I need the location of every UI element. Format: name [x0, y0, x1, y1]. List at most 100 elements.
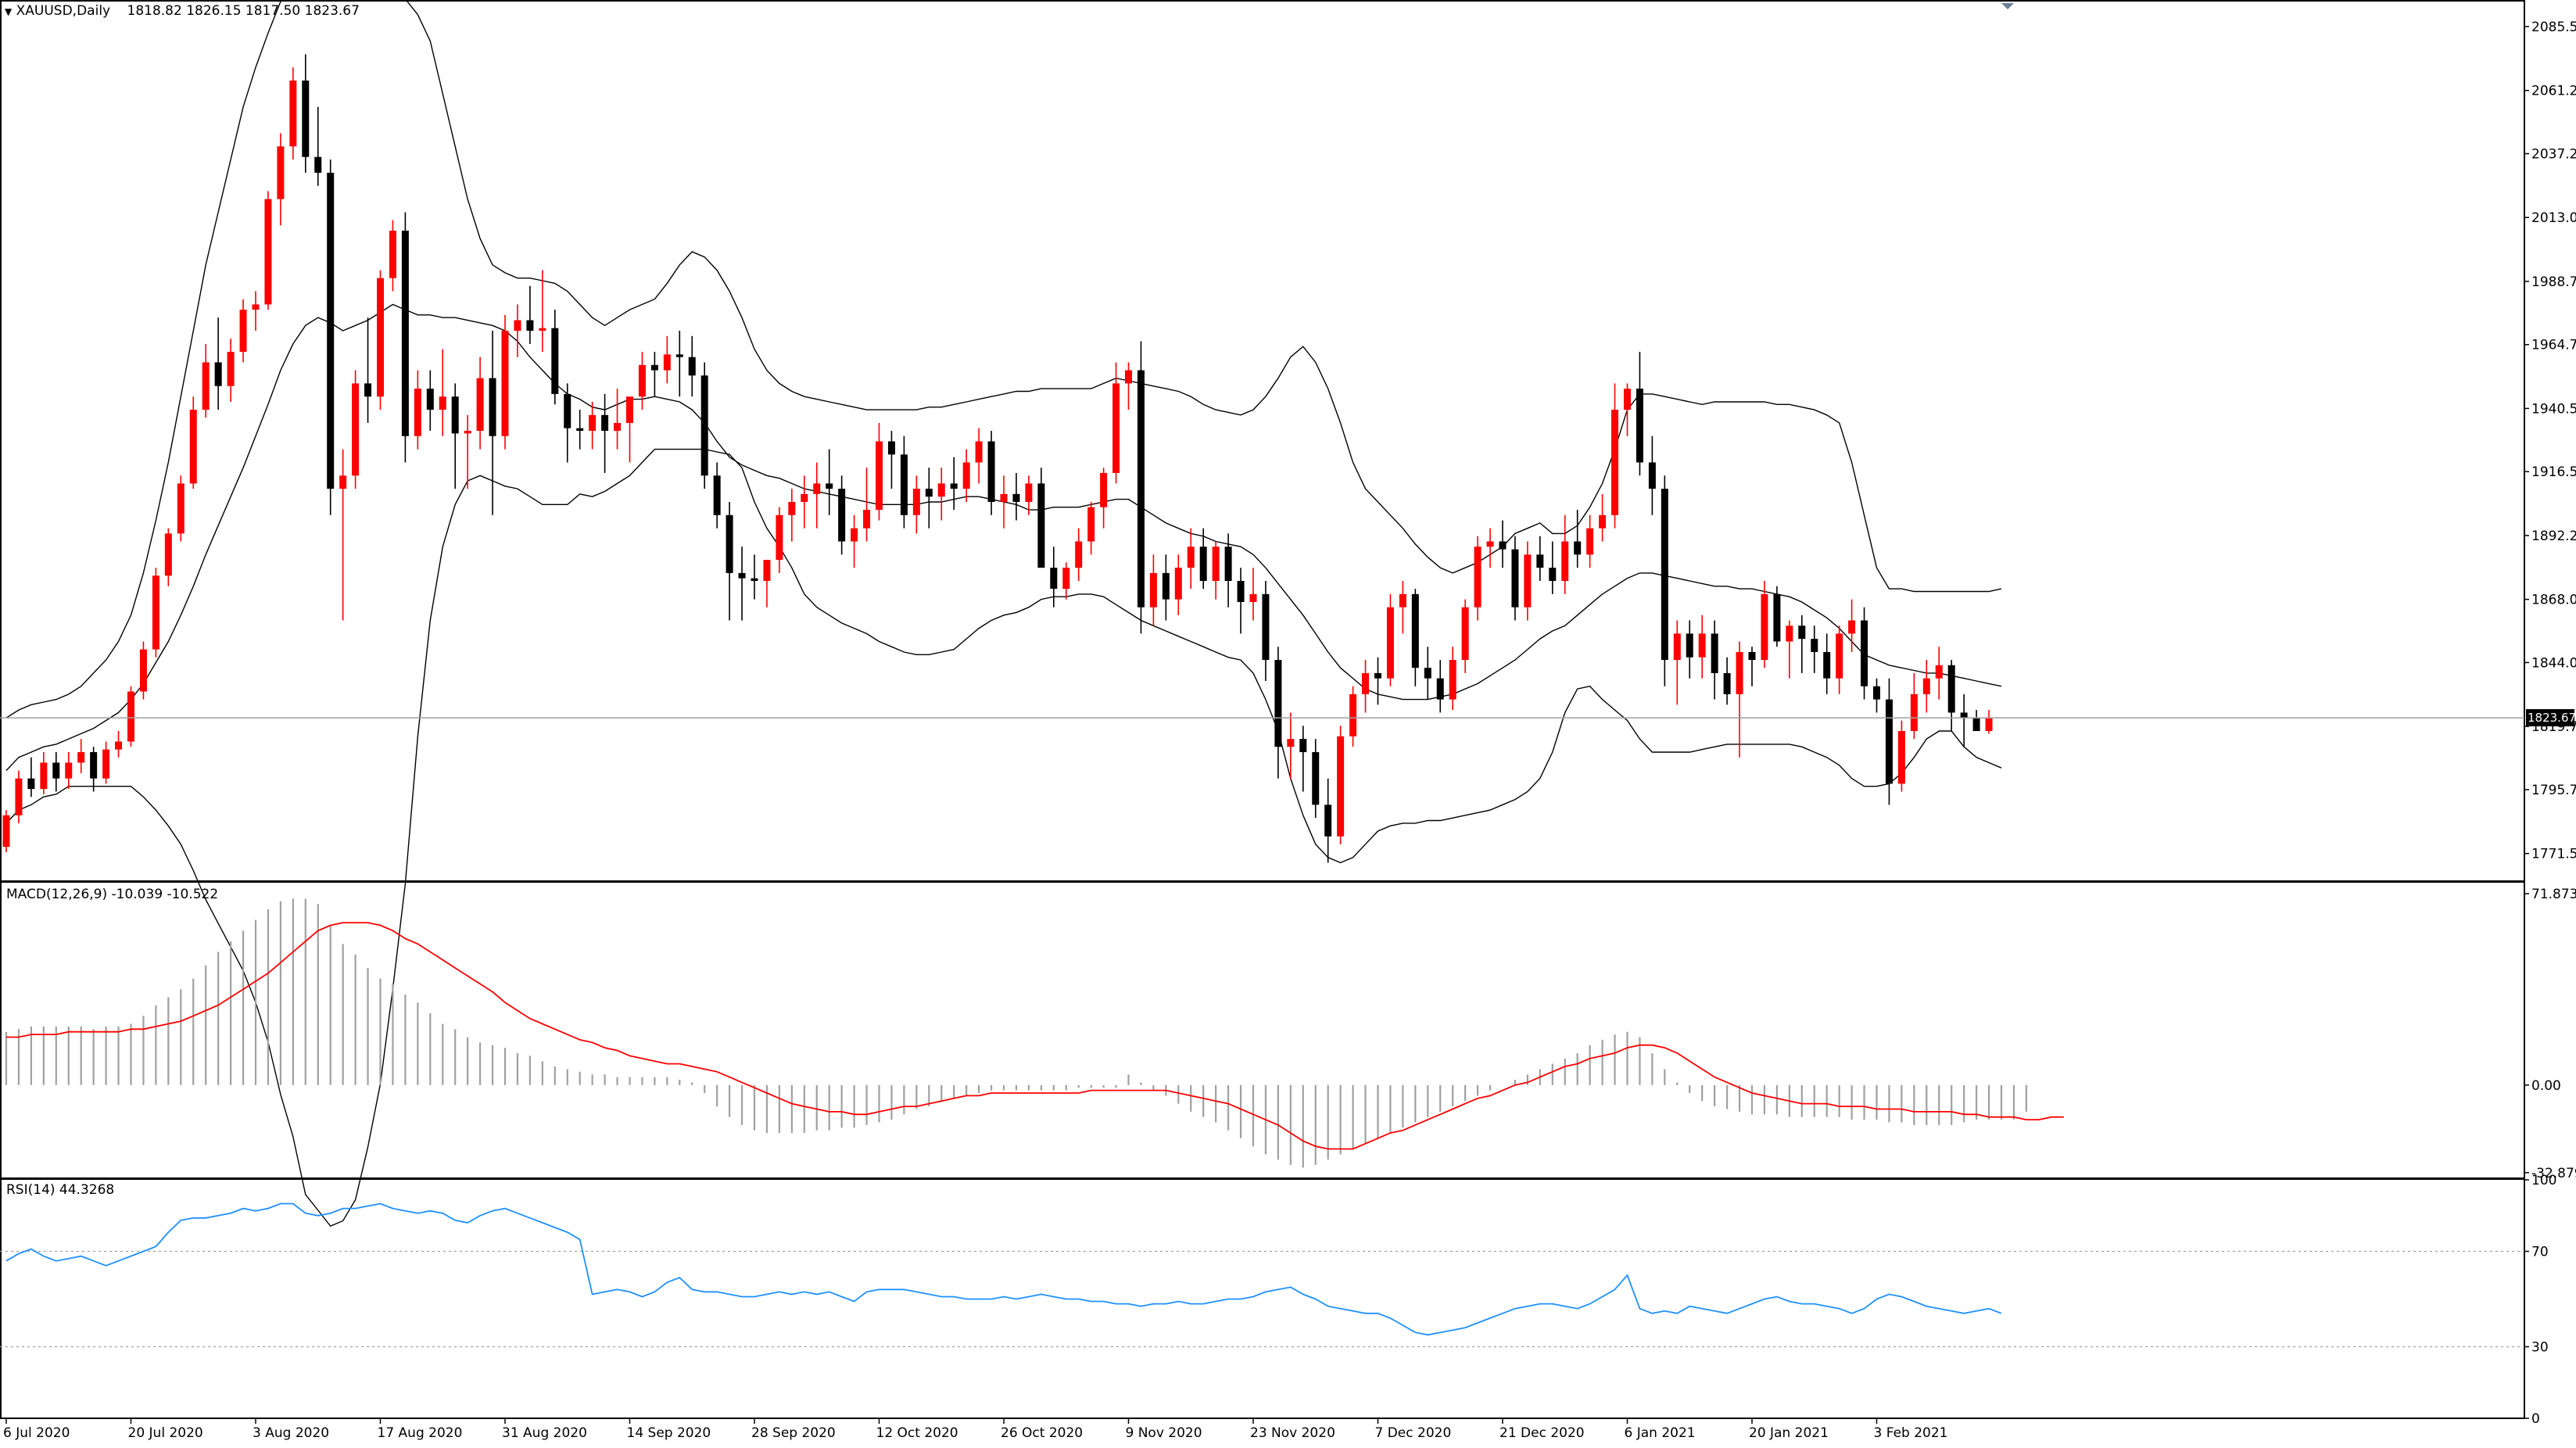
price-tick-label: 2037.25: [2531, 147, 2576, 163]
candle-bull: [414, 389, 421, 436]
price-tick-label: 2013.00: [2531, 210, 2576, 226]
candle-bear: [700, 375, 708, 476]
candle-bear: [1499, 541, 1507, 550]
time-tick-label: 31 Aug 2020: [502, 1425, 587, 1441]
candle-bear: [1574, 541, 1582, 555]
macd-tick-label: 0.00: [2531, 1078, 2561, 1094]
bollinger-upper-line: [5, 0, 2002, 719]
candle-bull: [589, 414, 597, 432]
candle-bull: [1474, 547, 1481, 608]
candle-bull: [227, 351, 235, 386]
candle-bull: [1624, 389, 1631, 410]
candle-bull: [763, 560, 771, 582]
candle-bear: [1511, 549, 1519, 608]
price-tick-label: 1795.75: [2531, 783, 2576, 798]
candle-bull: [65, 762, 73, 779]
candle-bull: [962, 462, 970, 489]
candle-bull: [1125, 370, 1132, 384]
price-tick-label: 1892.25: [2531, 529, 2576, 544]
price-tick-label: 2085.50: [2531, 20, 2576, 35]
candle-bear: [1798, 625, 1806, 640]
candle-bull: [1149, 572, 1157, 608]
candle-bull: [1985, 718, 1993, 732]
candle-bull: [127, 691, 134, 742]
candle-bear: [1199, 547, 1207, 582]
candle-bull: [139, 649, 147, 692]
current-price-label: 1823.67: [2528, 711, 2576, 726]
candle-bear: [1686, 633, 1693, 658]
candle-bear: [364, 383, 372, 397]
candle-bear: [426, 389, 434, 410]
candle-bear: [1972, 718, 1980, 732]
time-tick-label: 17 Aug 2020: [378, 1425, 463, 1441]
price-panel-title: ▼ XAUUSD,Daily 1818.82 1826.15 1817.50 1…: [5, 3, 360, 19]
macd-title: MACD(12,26,9) -10.039 -10.522: [6, 887, 219, 902]
candle-bear: [1262, 593, 1270, 661]
current-price-tag: 1823.67: [2526, 709, 2576, 727]
candle-bear: [1711, 633, 1718, 673]
candle-bull: [1561, 541, 1569, 582]
candle-bull: [1786, 625, 1793, 642]
candle-bull: [1461, 607, 1469, 661]
rsi-tick-label: 100: [2531, 1173, 2556, 1188]
candle-bear: [1162, 572, 1170, 600]
candle-bear: [1648, 462, 1656, 489]
candle-bear: [987, 441, 995, 502]
candle-bear: [1312, 751, 1320, 805]
candle-bear: [1436, 678, 1444, 700]
candle-bear: [1324, 805, 1332, 837]
chart-shift-marker-icon[interactable]: [2001, 3, 2014, 9]
candle-bull: [1349, 694, 1357, 737]
candle-bull: [539, 328, 546, 332]
candle-bull: [776, 514, 783, 561]
candle-bull: [514, 320, 521, 332]
time-tick-label: 20 Jul 2020: [128, 1425, 203, 1441]
candle-bear: [1137, 370, 1145, 608]
candle-bull: [1287, 739, 1295, 747]
candle-bear: [314, 156, 322, 173]
candle-bull: [1025, 483, 1033, 502]
rsi-indicator: 100 70 30 0: [0, 1173, 2556, 1427]
candle-bull: [177, 483, 185, 534]
candle-bull: [813, 483, 821, 494]
candle-bull: [77, 751, 85, 763]
candle-bull: [389, 231, 396, 278]
candle-bull: [476, 378, 484, 432]
candle-bear: [1811, 639, 1818, 652]
rsi-panel-frame: [0, 1178, 2525, 1419]
candle-bear: [726, 514, 733, 573]
rsi-panel-title: RSI(14) 44.3268: [6, 1182, 114, 1198]
price-tick-label: 1868.00: [2531, 593, 2576, 608]
candle-bull: [1524, 554, 1532, 608]
candle-bull: [1761, 593, 1768, 661]
candle-bull: [1698, 633, 1706, 658]
price-tick-label: 1844.00: [2531, 655, 2576, 671]
candle-bear: [1411, 593, 1419, 668]
candle-bull: [1399, 593, 1406, 608]
candle-bear: [27, 778, 35, 790]
time-tick-label: 21 Dec 2020: [1499, 1425, 1585, 1441]
candle-bear: [650, 364, 658, 371]
candle-bear: [900, 454, 908, 515]
bollinger-lower-line: [5, 448, 2002, 1228]
candle-bear: [738, 572, 746, 579]
symbol-menu-icon[interactable]: ▼: [5, 6, 13, 17]
candle-bull: [1736, 651, 1743, 694]
candle-bear: [1661, 489, 1668, 661]
candle-bull: [377, 278, 384, 397]
candle-bull: [1249, 593, 1257, 602]
candle-bull: [912, 489, 920, 515]
time-tick-label: 3 Aug 2020: [253, 1425, 329, 1441]
candle-bull: [614, 422, 622, 432]
price-tick-label: 2061.25: [2531, 84, 2576, 99]
candle-bull: [15, 778, 23, 815]
candle-bull: [1337, 736, 1345, 837]
candle-bear: [52, 762, 60, 779]
candle-bull: [1100, 472, 1108, 507]
candle-bear: [925, 489, 933, 497]
candle-bear: [302, 81, 310, 157]
candle-bull: [788, 501, 796, 515]
candle-bear: [1636, 389, 1643, 463]
candle-bull: [1836, 633, 1843, 679]
